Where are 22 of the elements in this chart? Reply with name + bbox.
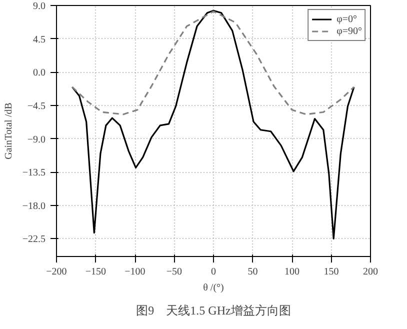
- x-tick-label: −150: [85, 266, 106, 278]
- y-tick-label: −9.0: [27, 134, 46, 146]
- y-tick-label: 4.5: [33, 34, 46, 46]
- caption: 图9 天线1.5 GHz增益方向图: [136, 304, 291, 318]
- x-tick-label: −50: [166, 266, 182, 278]
- x-tick-label: −200: [46, 266, 67, 278]
- y-axis-title: GainTotal /dB: [3, 102, 14, 160]
- y-tick-label: 9.0: [33, 1, 46, 12]
- x-tick-label: 0: [211, 266, 216, 278]
- x-tick-label: 200: [363, 266, 378, 278]
- y-tick-label: −4.5: [27, 100, 46, 112]
- legend-label: φ=0°: [336, 13, 357, 25]
- x-tick-label: −100: [124, 266, 146, 278]
- legend-label: φ=90°: [336, 25, 362, 37]
- x-tick-label: 50: [248, 266, 258, 278]
- y-tick-label: 0.0: [33, 68, 46, 79]
- y-tick-label: −22.5: [22, 234, 46, 246]
- x-tick-label: 150: [324, 266, 339, 278]
- y-tick-label: −13.5: [22, 168, 46, 179]
- x-tick-label: 100: [284, 266, 300, 278]
- y-tick-label: −18.0: [22, 200, 46, 212]
- x-axis-title: θ /(°): [203, 282, 224, 294]
